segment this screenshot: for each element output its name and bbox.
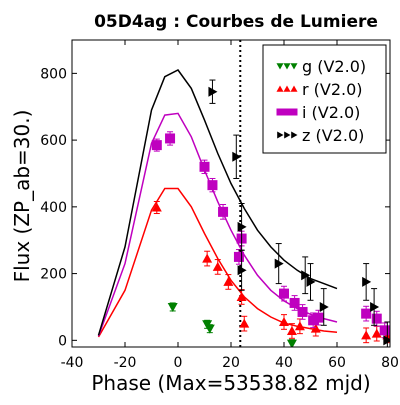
data-point-r bbox=[361, 330, 372, 340]
legend-marker-z bbox=[284, 131, 291, 139]
y-tick-label: 0 bbox=[58, 333, 67, 349]
legend-label-z: z (V2.0) bbox=[302, 126, 364, 145]
data-point-i bbox=[218, 206, 229, 217]
data-point-r bbox=[151, 202, 162, 212]
data-point-z bbox=[301, 270, 311, 281]
x-axis-label: Phase (Max=53538.82 mjd) bbox=[91, 371, 370, 395]
data-point-r bbox=[212, 261, 223, 271]
data-point-i bbox=[308, 315, 319, 326]
data-point-i bbox=[289, 297, 300, 308]
data-point-z bbox=[237, 221, 247, 232]
chart-title: 05D4ag : Courbes de Lumiere bbox=[94, 12, 378, 32]
legend-marker-i bbox=[283, 108, 291, 116]
legend-marker-g bbox=[276, 63, 284, 70]
data-point-i bbox=[371, 313, 382, 324]
x-tick-label: 40 bbox=[275, 355, 293, 371]
data-point-r bbox=[236, 291, 247, 301]
legend-marker-z bbox=[277, 131, 284, 139]
x-tick-label: -40 bbox=[61, 355, 84, 371]
data-point-z bbox=[208, 86, 218, 97]
data-point-i bbox=[207, 180, 218, 191]
data-point-z bbox=[306, 276, 316, 287]
x-tick-label: 80 bbox=[381, 355, 399, 371]
legend-marker-i bbox=[276, 108, 284, 116]
data-point-i bbox=[361, 308, 372, 319]
x-tick-label: 20 bbox=[222, 355, 240, 371]
y-tick-label: 400 bbox=[40, 200, 67, 216]
data-point-z bbox=[370, 301, 380, 312]
data-point-i bbox=[165, 133, 176, 144]
legend-label-g: g (V2.0) bbox=[302, 57, 366, 76]
legend-marker-r bbox=[276, 85, 284, 92]
data-point-i bbox=[379, 325, 390, 336]
x-tick-label: 60 bbox=[328, 355, 346, 371]
data-point-r bbox=[239, 318, 250, 328]
y-tick-label: 600 bbox=[40, 133, 67, 149]
y-tick-label: 200 bbox=[40, 267, 67, 283]
data-point-i bbox=[151, 140, 162, 151]
data-point-g bbox=[167, 302, 178, 312]
data-point-z bbox=[274, 258, 284, 269]
data-point-z bbox=[237, 265, 247, 276]
data-point-g bbox=[204, 324, 215, 334]
legend: g (V2.0) r (V2.0) i (V2.0) z (V2.0) bbox=[262, 44, 387, 154]
data-point-z bbox=[319, 301, 329, 312]
legend-marker-g bbox=[290, 63, 298, 70]
data-point-r bbox=[310, 323, 321, 333]
data-point-g bbox=[286, 339, 297, 347]
legend-marker-r bbox=[283, 85, 291, 92]
data-point-z bbox=[362, 276, 372, 287]
data-point-i bbox=[279, 288, 289, 299]
data-point-r bbox=[223, 276, 234, 286]
data-point-i bbox=[233, 251, 244, 262]
data-point-r bbox=[294, 321, 305, 331]
data-point-z bbox=[232, 151, 242, 162]
legend-marker-z bbox=[291, 131, 298, 139]
x-tick-label: -20 bbox=[114, 355, 137, 371]
plot-content bbox=[97, 40, 390, 347]
legend-marker-i bbox=[290, 108, 298, 116]
legend-marker-g bbox=[283, 63, 291, 70]
data-point-i bbox=[199, 161, 210, 172]
data-point-r bbox=[286, 325, 297, 335]
legend-label-r: r (V2.0) bbox=[302, 80, 363, 99]
data-point-i bbox=[297, 306, 308, 317]
legend-label-i: i (V2.0) bbox=[302, 103, 360, 122]
y-tick-label: 800 bbox=[40, 66, 67, 82]
legend-marker-r bbox=[290, 85, 298, 92]
data-point-i bbox=[313, 312, 324, 323]
x-tick-label: 0 bbox=[174, 355, 183, 371]
data-point-r bbox=[279, 316, 289, 326]
data-point-r bbox=[371, 328, 382, 338]
y-axis-label: Flux (ZP_ab=30.) bbox=[10, 110, 34, 283]
data-point-r bbox=[202, 253, 213, 263]
